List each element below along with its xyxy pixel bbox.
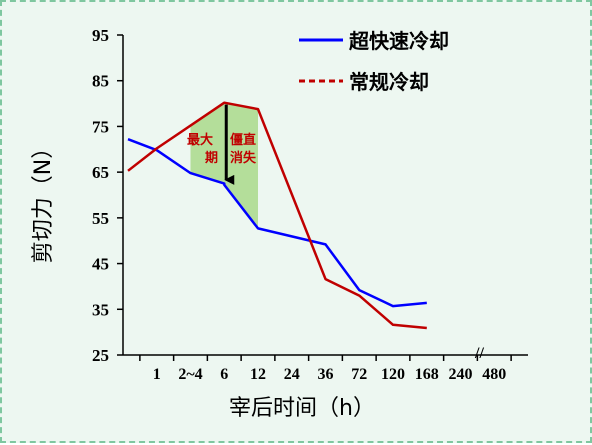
x-tick-label: 6 bbox=[220, 366, 228, 383]
y-axis-ticks: 25 35 45 55 65 75 85 95 bbox=[92, 26, 123, 365]
series-layer bbox=[127, 101, 427, 330]
x-tick-label: 2~4 bbox=[178, 366, 202, 383]
annotation-label-2-top: 僵直 bbox=[230, 132, 256, 148]
annotation-label-2-bottom: 消失 bbox=[230, 150, 257, 166]
x-tick-label: 120 bbox=[381, 366, 405, 383]
series-line-ultrafast bbox=[127, 138, 427, 308]
y-tick-label: 35 bbox=[92, 300, 109, 319]
x-axis-ticks: 1 2~4 6 12 24 36 72 120 168 240 480 bbox=[139, 355, 512, 383]
x-tick-label: 240 bbox=[449, 366, 473, 383]
legend-label-ultrafast: 超快速冷却 bbox=[348, 29, 449, 53]
x-tick-label: 168 bbox=[415, 366, 439, 383]
y-tick-label: 75 bbox=[92, 117, 109, 136]
x-tick-label: 24 bbox=[284, 366, 300, 383]
series-line-conventional bbox=[127, 101, 427, 330]
x-tick-label: 480 bbox=[482, 366, 506, 383]
x-tick-label: 36 bbox=[318, 366, 334, 383]
annotation-label-1-top: 最大 bbox=[187, 132, 213, 148]
y-axis-title: 剪切力（N） bbox=[31, 137, 56, 263]
annotation-label-1-bottom: 期 bbox=[205, 151, 218, 166]
legend-label-conventional: 常规冷却 bbox=[349, 70, 429, 94]
y-tick-label: 95 bbox=[92, 26, 109, 45]
shaded-region bbox=[190, 102, 258, 229]
y-tick-label: 45 bbox=[92, 255, 109, 274]
x-tick-label: 12 bbox=[250, 366, 266, 383]
x-axis-title: 宰后时间（h） bbox=[229, 396, 375, 421]
axis-break-mark: // bbox=[474, 345, 484, 362]
x-tick-label: 72 bbox=[351, 366, 367, 383]
y-tick-label: 85 bbox=[92, 72, 109, 91]
y-tick-label: 65 bbox=[92, 163, 109, 182]
x-tick-label: 1 bbox=[153, 366, 161, 383]
y-tick-label: 25 bbox=[92, 346, 109, 365]
y-tick-label: 55 bbox=[92, 209, 109, 228]
